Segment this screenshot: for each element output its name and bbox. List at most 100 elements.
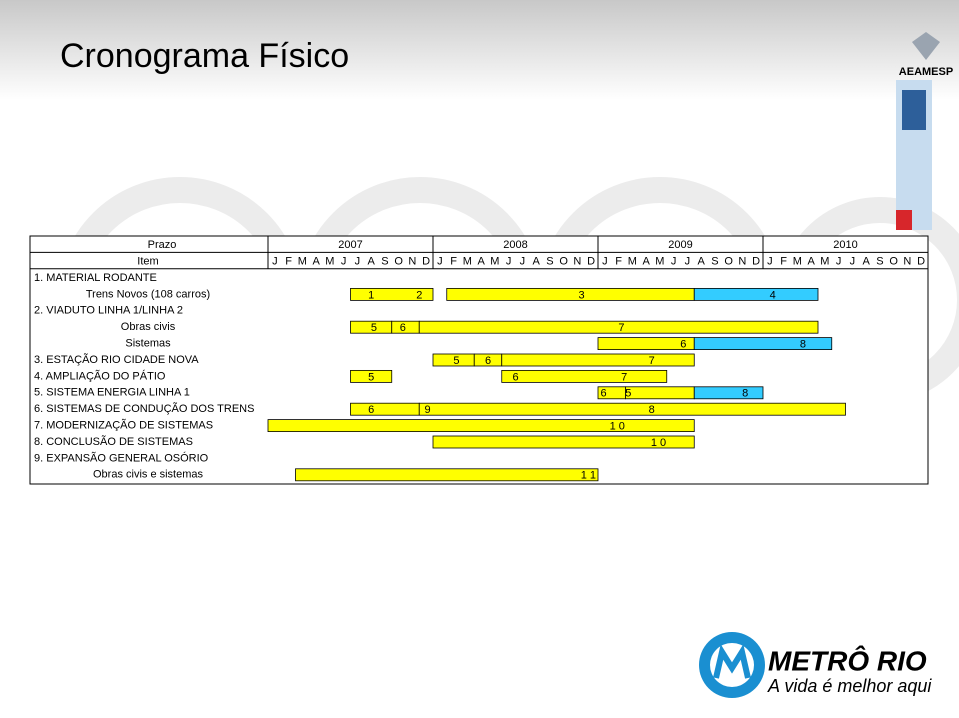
section-label: 3. ESTAÇÃO RIO CIDADE NOVA: [34, 353, 199, 366]
month-label: N: [408, 256, 416, 268]
year-label: 2009: [668, 239, 692, 251]
month-label: O: [889, 256, 898, 268]
month-label: S: [876, 256, 883, 268]
logo-slogan: A vida é melhor aqui: [767, 676, 932, 696]
milestone-label: 6: [680, 339, 686, 351]
month-label: J: [506, 256, 512, 268]
month-label: M: [793, 256, 802, 268]
title: Cronograma Físico: [60, 37, 349, 75]
month-label: F: [285, 256, 292, 268]
milestone-label: 8: [800, 339, 806, 351]
section-label: 7. MODERNIZAÇÃO DE SISTEMAS: [34, 419, 213, 432]
month-label: M: [628, 256, 637, 268]
milestone-label: 1 1: [581, 470, 596, 482]
month-label: J: [685, 256, 691, 268]
schedule-bar: [501, 353, 695, 367]
month-label: D: [752, 256, 760, 268]
milestone-label: 5: [371, 322, 377, 334]
month-label: A: [862, 256, 870, 268]
month-label: N: [738, 256, 746, 268]
section-label: 1. MATERIAL RODANTE: [34, 272, 157, 284]
milestone-label: 5: [625, 388, 631, 400]
milestone-label: 6: [368, 404, 374, 416]
milestone-label: 1: [368, 289, 374, 301]
schedule-bar: [625, 386, 695, 400]
month-label: A: [642, 256, 650, 268]
month-label: J: [767, 256, 773, 268]
month-label: M: [655, 256, 664, 268]
month-label: S: [546, 256, 553, 268]
schedule-bar: [446, 287, 695, 301]
month-label: O: [394, 256, 403, 268]
month-label: S: [711, 256, 718, 268]
month-label: M: [325, 256, 334, 268]
year-label: 2007: [338, 239, 362, 251]
month-label: J: [341, 256, 347, 268]
month-label: A: [807, 256, 815, 268]
milestone-label: 9: [424, 404, 430, 416]
month-label: M: [463, 256, 472, 268]
item-label: Sistemas: [125, 338, 171, 350]
schedule-bar: [693, 287, 819, 301]
item-label: Item: [137, 256, 158, 268]
month-label: J: [520, 256, 526, 268]
milestone-label: 1 0: [651, 437, 666, 449]
section-label: 5. SISTEMA ENERGIA LINHA 1: [34, 387, 190, 399]
month-label: O: [559, 256, 568, 268]
month-label: A: [477, 256, 485, 268]
month-label: A: [312, 256, 320, 268]
section-label: 4. AMPLIAÇÃO DO PÁTIO: [34, 369, 166, 382]
section-label: 9. EXPANSÃO GENERAL OSÓRIO: [34, 451, 209, 464]
schedule-bar: [418, 320, 819, 334]
schedule-bar: [693, 386, 764, 400]
milestone-label: 5: [453, 355, 459, 367]
month-label: D: [587, 256, 595, 268]
month-label: J: [671, 256, 677, 268]
month-label: N: [903, 256, 911, 268]
milestone-label: 6: [512, 371, 518, 383]
month-label: N: [573, 256, 581, 268]
year-label: 2008: [503, 239, 527, 251]
milestone-label: 6: [600, 388, 606, 400]
milestone-label: 4: [770, 289, 776, 301]
month-label: J: [355, 256, 361, 268]
month-label: A: [697, 256, 705, 268]
year-label: 2010: [833, 239, 857, 251]
month-label: J: [850, 256, 856, 268]
schedule-bar: [432, 435, 695, 449]
month-label: A: [367, 256, 375, 268]
milestone-label: 5: [368, 371, 374, 383]
milestone-label: 7: [618, 322, 624, 334]
section-label: 8. CONCLUSÃO DE SISTEMAS: [34, 435, 193, 448]
logo-text: AEAMESP: [899, 66, 953, 78]
section-label: 2. VIADUTO LINHA 1/LINHA 2: [34, 305, 183, 317]
schedule-bar: [267, 419, 695, 433]
schedule-bar: [350, 402, 420, 416]
month-label: M: [490, 256, 499, 268]
item-label: Trens Novos (108 carros): [86, 288, 210, 300]
month-label: F: [615, 256, 622, 268]
milestone-label: 1 0: [610, 421, 625, 433]
milestone-label: 8: [742, 388, 748, 400]
milestone-label: 6: [400, 322, 406, 334]
milestone-label: 7: [621, 371, 627, 383]
schedule-bar: [295, 468, 599, 482]
schedule-bar: [418, 402, 846, 416]
month-label: J: [836, 256, 842, 268]
schedule-bar: [350, 369, 393, 383]
milestone-label: 2: [416, 289, 422, 301]
title-band: [0, 0, 959, 100]
month-label: D: [917, 256, 925, 268]
aeamesp-logo: AEAMESP: [896, 32, 953, 230]
schedule-bar: [501, 369, 668, 383]
month-label: J: [602, 256, 608, 268]
month-label: F: [780, 256, 787, 268]
month-label: J: [272, 256, 278, 268]
item-label: Obras civis e sistemas: [93, 469, 204, 481]
milestone-label: 6: [485, 355, 491, 367]
month-label: A: [532, 256, 540, 268]
month-label: M: [298, 256, 307, 268]
month-label: D: [422, 256, 430, 268]
